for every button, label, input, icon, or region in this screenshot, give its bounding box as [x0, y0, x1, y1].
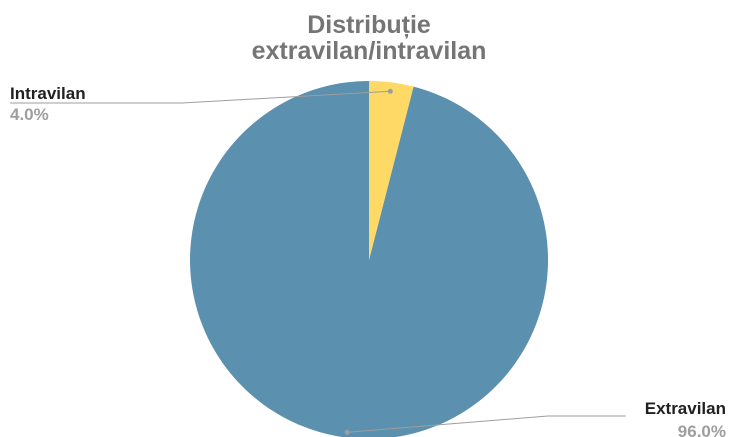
leader-dot-extravilan — [344, 429, 350, 435]
slice-value-intravilan: 4.0% — [10, 105, 49, 124]
pie-slices — [190, 81, 549, 437]
slice-label-extravilan: Extravilan — [645, 399, 726, 418]
chart-title-line-1: Distribuție — [307, 11, 431, 39]
slice-label-intravilan: Intravilan — [10, 84, 86, 103]
pie-slice-intravilan — [369, 81, 414, 260]
slice-labels: Extravilan 96.0% Intravilan 4.0% — [10, 84, 726, 437]
leader-line-intravilan — [10, 90, 391, 104]
slice-value-extravilan: 96.0% — [678, 422, 726, 437]
pie-slice-extravilan — [190, 81, 549, 437]
chart-title-line-2: extravilan/intravilan — [252, 37, 487, 65]
leader-line-extravilan — [347, 415, 626, 433]
leader-dot-intravilan — [387, 88, 393, 94]
leader-lines — [10, 88, 626, 435]
